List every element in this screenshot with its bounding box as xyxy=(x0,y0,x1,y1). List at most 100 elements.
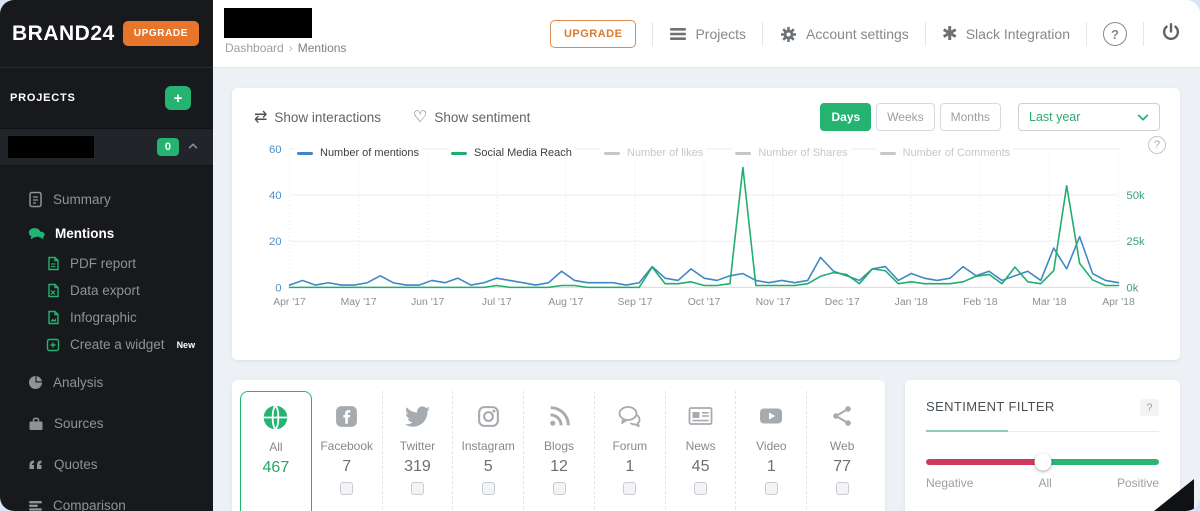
show-sentiment-label: Show sentiment xyxy=(434,109,531,125)
sidebar-item-analysis[interactable]: Analysis xyxy=(0,366,213,399)
new-badge: New xyxy=(176,339,196,350)
summary-icon xyxy=(28,191,43,208)
legend-item-shares[interactable]: Number of Shares xyxy=(732,147,851,159)
source-filter-blogs[interactable]: Blogs 12 xyxy=(523,391,594,511)
chevron-up-icon[interactable] xyxy=(187,138,199,156)
source-filter-news[interactable]: News 45 xyxy=(664,391,736,511)
date-range-select[interactable]: Last year xyxy=(1018,103,1160,131)
create-widget-icon xyxy=(46,338,60,352)
sidebar-item-create-widget[interactable]: Create a widget New xyxy=(0,331,213,358)
data-export-icon xyxy=(46,283,60,298)
source-checkbox[interactable] xyxy=(764,482,778,495)
legend-item-comments[interactable]: Number of Comments xyxy=(876,147,1014,159)
analysis-icon xyxy=(28,375,43,390)
sidebar-item-comparison[interactable]: Comparison xyxy=(0,489,213,511)
sidebar-item-label: Summary xyxy=(53,192,111,207)
source-filter-video[interactable]: Video 1 xyxy=(735,391,806,511)
sidebar-upgrade-button[interactable]: UPGRADE xyxy=(122,21,199,46)
source-count: 467 xyxy=(262,459,290,476)
header-upgrade-button[interactable]: UPGRADE xyxy=(549,20,637,48)
source-filter-forum[interactable]: Forum 1 xyxy=(593,391,665,511)
svg-text:Dec '17: Dec '17 xyxy=(825,297,860,308)
twitter-icon xyxy=(383,400,453,432)
nav-account-settings[interactable]: Account settings xyxy=(779,25,909,44)
sidebar-item-label: Sources xyxy=(54,416,104,431)
sentiment-slider-knob[interactable] xyxy=(1034,453,1051,471)
quotes-icon xyxy=(28,458,44,471)
header-nav: UPGRADE Projects Account settings ✱ Slac… xyxy=(549,0,1182,68)
sidebar-item-infographic[interactable]: Infographic xyxy=(0,304,213,331)
nav-slack-integration[interactable]: ✱ Slack Integration xyxy=(942,25,1070,44)
help-icon[interactable]: ? xyxy=(1103,22,1127,46)
breadcrumb-separator: › xyxy=(288,41,293,55)
show-interactions-toggle[interactable]: ⇄ Show interactions xyxy=(254,107,381,127)
sentiment-help-icon[interactable]: ? xyxy=(1140,399,1159,416)
source-checkbox[interactable] xyxy=(835,482,849,495)
sidebar-item-sources[interactable]: Sources xyxy=(0,407,213,440)
chart-help-icon[interactable]: ? xyxy=(1148,136,1166,154)
sidebar-item-label: Analysis xyxy=(53,375,104,390)
source-filter-web[interactable]: Web 77 xyxy=(806,391,877,511)
legend-item-mentions[interactable]: Number of mentions xyxy=(294,147,423,159)
svg-text:60: 60 xyxy=(269,144,282,156)
show-sentiment-toggle[interactable]: ♡ Show sentiment xyxy=(413,107,530,127)
svg-text:50k: 50k xyxy=(1126,190,1145,202)
chart-legend: Number of mentions Social Media Reach Nu… xyxy=(294,147,1014,159)
legend-swatch xyxy=(735,151,752,155)
source-checkbox[interactable] xyxy=(410,482,424,495)
project-row[interactable]: 0 xyxy=(0,128,213,166)
source-checkbox[interactable] xyxy=(694,482,708,495)
source-checkbox[interactable] xyxy=(481,482,495,495)
share-icon xyxy=(807,400,877,432)
sidebar-item-pdf-report[interactable]: PDF report xyxy=(0,250,213,277)
forum-chat-icon xyxy=(595,400,665,432)
svg-text:25k: 25k xyxy=(1126,236,1145,248)
interactions-arrows-icon: ⇄ xyxy=(254,109,268,126)
sidebar-logo-row: BRAND24 UPGRADE xyxy=(0,0,213,68)
nav-label: Projects xyxy=(695,26,747,42)
source-checkbox[interactable] xyxy=(552,482,566,495)
granularity-days-button[interactable]: Days xyxy=(820,103,872,131)
sidebar-item-label: Comparison xyxy=(53,498,126,511)
source-checkbox[interactable] xyxy=(340,482,354,495)
projects-label: PROJECTS xyxy=(10,92,76,104)
source-label: Facebook xyxy=(320,439,374,453)
svg-text:Jul '17: Jul '17 xyxy=(482,297,512,308)
divider xyxy=(1086,22,1087,46)
granularity-months-button[interactable]: Months xyxy=(939,103,1001,131)
sidebar-item-summary[interactable]: Summary xyxy=(0,182,213,217)
source-label: Web xyxy=(829,439,855,453)
source-count: 12 xyxy=(550,458,568,475)
svg-text:Nov '17: Nov '17 xyxy=(756,297,791,308)
source-count: 45 xyxy=(691,458,710,475)
granularity-weeks-button[interactable]: Weeks xyxy=(876,103,935,131)
source-filter-instagram[interactable]: Instagram 5 xyxy=(452,391,523,511)
add-project-button[interactable]: + xyxy=(165,86,191,110)
sentiment-label-positive: Positive xyxy=(1116,476,1159,490)
logout-power-icon[interactable] xyxy=(1160,21,1182,48)
sentiment-label-negative: Negative xyxy=(926,476,974,490)
sources-filter-card: All 467 Facebook 7 Twitter 319 xyxy=(232,380,885,511)
breadcrumb-dashboard[interactable]: Dashboard xyxy=(225,41,284,55)
infographic-icon xyxy=(46,310,60,325)
legend-swatch xyxy=(879,151,896,155)
projects-row: PROJECTS + xyxy=(0,68,213,128)
sidebar-item-data-export[interactable]: Data export xyxy=(0,277,213,304)
show-interactions-label: Show interactions xyxy=(274,109,381,125)
source-filter-facebook[interactable]: Facebook 7 xyxy=(312,391,382,511)
source-count: 7 xyxy=(342,458,352,475)
svg-text:0k: 0k xyxy=(1126,282,1138,294)
source-checkbox[interactable] xyxy=(623,482,637,495)
nav-projects[interactable]: Projects xyxy=(669,26,746,42)
source-filter-all[interactable]: All 467 xyxy=(240,391,312,511)
sidebar-item-label: Create a widget xyxy=(70,337,165,352)
legend-item-reach[interactable]: Social Media Reach xyxy=(448,147,575,159)
source-filter-twitter[interactable]: Twitter 319 xyxy=(381,391,453,511)
legend-item-likes[interactable]: Number of likes xyxy=(600,147,707,159)
mentions-icon xyxy=(28,227,45,241)
legend-swatch xyxy=(297,151,313,155)
divider xyxy=(762,22,764,46)
sidebar-item-mentions[interactable]: Mentions xyxy=(0,217,213,250)
sentiment-slider[interactable] xyxy=(926,453,1159,471)
sidebar-item-quotes[interactable]: Quotes xyxy=(0,448,213,481)
